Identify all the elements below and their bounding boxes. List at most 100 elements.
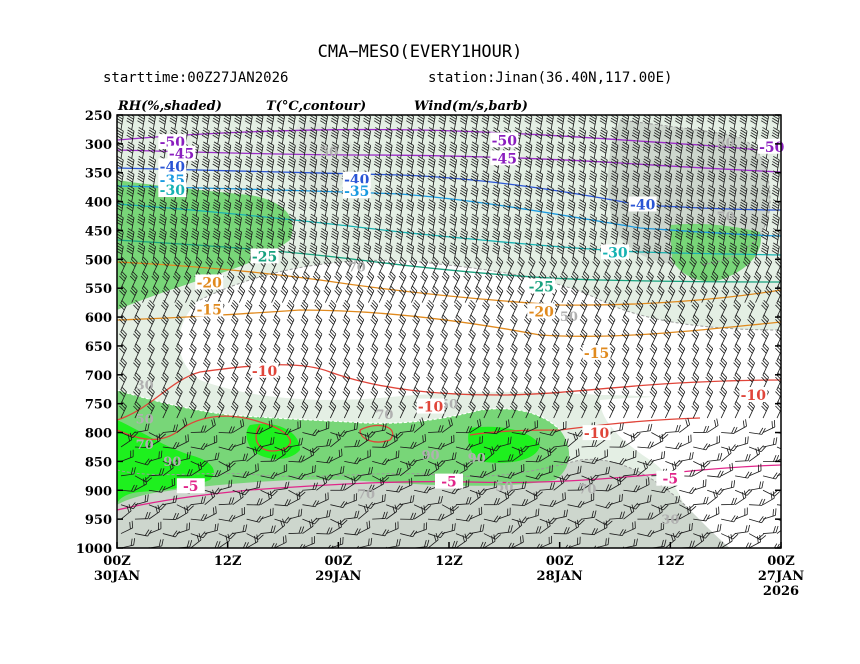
wind-barb-feather — [653, 134, 660, 140]
wind-barb-feather — [309, 221, 316, 226]
wind-barb-feather — [493, 245, 500, 250]
wind-barb-feather — [653, 178, 660, 183]
wind-barb-feather — [320, 158, 328, 163]
wind-barb-feather — [161, 376, 167, 383]
wind-barb-feather — [772, 132, 779, 137]
wind-barb-feather — [739, 120, 746, 125]
wind-barb-feather — [288, 247, 295, 252]
wind-barb-feather — [331, 247, 338, 252]
wind-barb-feather — [642, 178, 650, 183]
wind-barb-feather — [771, 221, 779, 226]
wind-barb-feather — [344, 314, 351, 320]
wind-barb-feather — [396, 199, 404, 204]
wind-barb-feather — [632, 115, 640, 120]
wind-barb-feather — [184, 287, 191, 294]
wind-barb-feather — [708, 170, 715, 175]
wind-barb-feather — [363, 201, 371, 207]
wind-barb-feather — [439, 201, 446, 207]
wind-barb-feather — [343, 331, 350, 337]
wind-barb-feather — [525, 129, 532, 134]
wind-barb-feather — [212, 189, 220, 195]
wind-barb-feather — [513, 206, 521, 212]
wind-barb-feather — [289, 228, 296, 233]
wind-barb — [701, 290, 708, 303]
wind-barb-feather — [723, 256, 730, 263]
wind-barb-feather — [611, 170, 619, 175]
wind-barb — [453, 174, 458, 188]
wind-barb-feather — [482, 230, 489, 235]
wind-barb — [453, 145, 458, 159]
wind-barb — [281, 290, 289, 303]
wind-barb-feather — [292, 273, 298, 280]
wind-barb-feather — [299, 245, 306, 250]
wind-barb-feather — [315, 374, 322, 381]
wind-barb — [464, 174, 468, 188]
wind-barb-feather — [135, 299, 141, 306]
wind-barb-feather — [224, 228, 232, 233]
wind-barb-feather — [313, 273, 320, 280]
wind-barb-feather — [674, 120, 682, 125]
wind-barb-feather — [633, 127, 640, 132]
wind-barb-feather — [514, 175, 521, 180]
wind-barb — [744, 174, 748, 188]
wind-barb-feather — [664, 161, 672, 166]
wind-barb-feather — [732, 261, 738, 267]
wind-barb-feather — [422, 256, 428, 263]
wind-barb-feather — [685, 235, 693, 241]
wind-barb-feather — [170, 213, 178, 219]
wind-barb-feather — [578, 189, 585, 195]
wind-barb-feather — [622, 170, 629, 175]
wind-barb-feather — [610, 163, 617, 168]
wind-barb-feather — [762, 170, 769, 175]
wind-barb-feather — [385, 345, 391, 352]
wind-barb-feather — [126, 163, 133, 168]
wind-barb-feather — [219, 372, 225, 378]
wind-barb-feather — [504, 213, 511, 219]
wind-barb-feather — [568, 141, 576, 146]
wind-barb-feather — [137, 189, 145, 195]
wind-barb-feather — [696, 146, 704, 151]
wind-barb-feather — [169, 247, 177, 252]
wind-barb-feather — [503, 247, 510, 252]
wind-barb-feather — [201, 120, 209, 125]
wind-barb-feather — [578, 161, 585, 166]
wind-barb-feather — [721, 299, 727, 306]
wind-barb-feather — [589, 129, 597, 134]
wind-barb-feather — [245, 161, 252, 166]
wind-barb-feather — [471, 146, 478, 151]
wind-barb — [722, 232, 726, 245]
wind-barb-feather — [191, 218, 198, 224]
wind-barb-feather — [245, 172, 253, 178]
wind-barb-feather — [729, 161, 736, 166]
wind-barb — [410, 174, 415, 188]
wind-barb-feather — [213, 216, 220, 221]
wind-barb-feather — [665, 230, 672, 235]
wind-barb-feather — [642, 163, 650, 168]
wind-barb-feather — [509, 333, 516, 340]
wind-barb-feather — [385, 302, 391, 308]
wind-barb-feather — [266, 134, 273, 140]
wind-barb-feather — [557, 242, 565, 247]
wind-barb-feather — [675, 175, 682, 180]
wind-barb-feather — [740, 245, 747, 250]
wind-barb-feather — [751, 187, 758, 192]
wind-barb-feather — [277, 134, 284, 140]
wind-barb-feather — [288, 175, 295, 180]
wind-barb-feather — [496, 304, 502, 311]
wind-barb — [496, 116, 501, 130]
wind-barb-feather — [320, 235, 327, 241]
wind-barb-feather — [632, 187, 640, 192]
wind-barb — [400, 145, 404, 159]
wind-barb-feather — [611, 144, 618, 149]
wind-barb — [604, 174, 608, 188]
wind-barb-feather — [469, 345, 475, 352]
wind-barb-feather — [610, 134, 617, 140]
wind-barb-feather — [764, 261, 770, 267]
wind-barb-feather — [196, 256, 203, 263]
wind-barb-feather — [428, 218, 435, 224]
wind-barb — [314, 203, 318, 217]
wind-barb-feather — [622, 331, 629, 337]
wind-barb — [453, 217, 458, 231]
wind-barb-feather — [375, 155, 382, 161]
wind-barb-feather — [554, 357, 560, 364]
